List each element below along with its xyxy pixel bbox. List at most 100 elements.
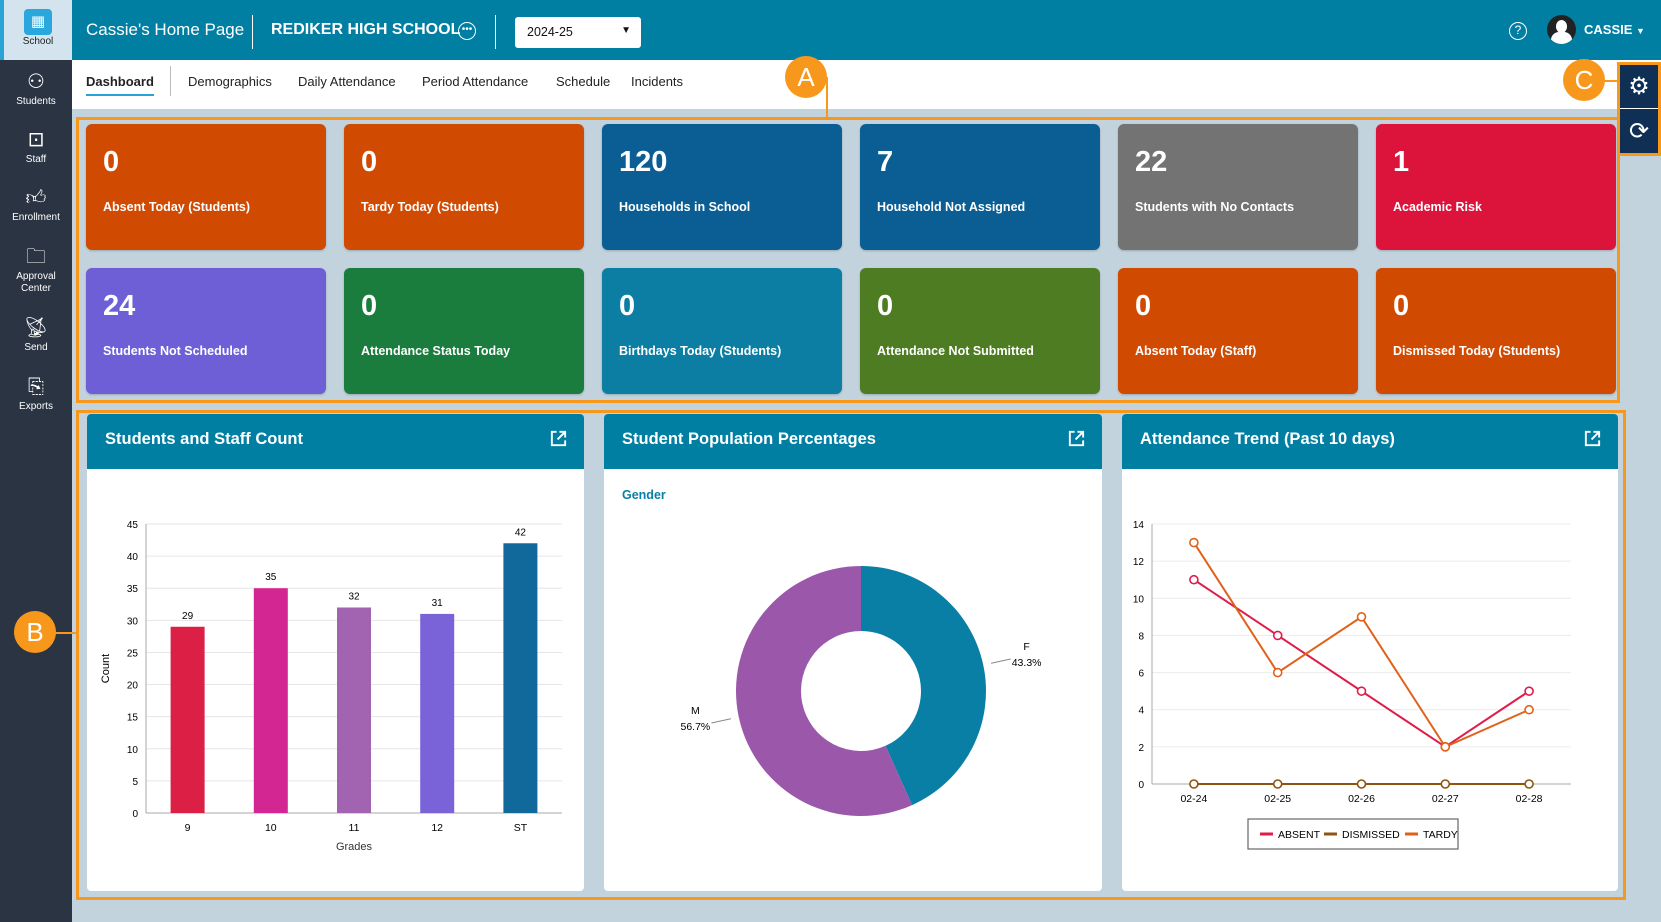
stat-tile[interactable]: 0 Attendance Not Submitted <box>860 268 1100 394</box>
export-icon: ⎘ <box>28 376 44 398</box>
tile-label: Students with No Contacts <box>1135 200 1295 214</box>
y-tick-label: 25 <box>127 648 139 659</box>
year-select[interactable]: 2024-25 ▼ <box>515 17 641 48</box>
data-point <box>1524 686 1534 696</box>
caret-down-icon: ▼ <box>1636 26 1645 36</box>
tab-bar: Dashboard Demographics Daily Attendance … <box>72 60 1661 109</box>
settings-gear-icon[interactable]: ⚙ <box>1620 65 1658 109</box>
tile-value: 7 <box>877 146 894 178</box>
y-tick-label: 45 <box>127 520 139 531</box>
page-title: Cassie's Home Page <box>86 20 245 39</box>
x-tick-label: 12 <box>431 822 443 834</box>
y-axis-label: Count <box>100 654 112 683</box>
tile-label: Birthdays Today (Students) <box>619 344 782 358</box>
pie-slice <box>861 566 987 806</box>
chart-subtitle[interactable]: Gender <box>622 488 666 502</box>
stat-tile[interactable]: 24 Students Not Scheduled <box>86 268 326 394</box>
leader-line <box>990 658 1011 664</box>
x-tick-label: 10 <box>265 822 277 834</box>
panel-title: Attendance Trend (Past 10 days) <box>1140 430 1395 448</box>
data-point <box>1189 574 1199 585</box>
sidebar-item-exports[interactable]: ⎘ Exports <box>0 375 72 413</box>
stat-tile[interactable]: 120 Households in School <box>602 124 842 250</box>
x-tick-label: ST <box>514 822 528 834</box>
legend-label: TARDY <box>1423 829 1458 841</box>
data-point <box>1440 742 1451 752</box>
staff-icon: ⊡ <box>27 129 45 151</box>
y-tick-label: 0 <box>132 809 138 820</box>
user-name: CASSIE <box>1584 22 1633 37</box>
y-tick-label: 6 <box>1138 669 1144 680</box>
avatar[interactable] <box>1547 15 1576 44</box>
slice-percent: 56.7% <box>680 721 710 733</box>
y-tick-label: 30 <box>127 616 139 627</box>
stat-tile[interactable]: 1 Academic Risk <box>1376 124 1616 250</box>
tile-value: 0 <box>1135 290 1152 322</box>
external-link-icon[interactable] <box>1583 429 1602 448</box>
data-label: 32 <box>348 591 360 602</box>
help-icon[interactable]: ? <box>1509 22 1527 40</box>
sidebar-item-staff[interactable]: ⊡ Staff <box>0 128 72 166</box>
y-tick-label: 15 <box>127 713 139 724</box>
tile-value: 1 <box>1393 146 1410 178</box>
stat-tile[interactable]: 7 Household Not Assigned <box>860 124 1100 250</box>
tile-label: Students Not Scheduled <box>103 344 248 358</box>
y-tick-label: 10 <box>1133 594 1145 605</box>
sidebar-item-label: Enrollment <box>12 212 60 223</box>
stat-tile[interactable]: 0 Dismissed Today (Students) <box>1376 268 1616 394</box>
bar <box>420 613 455 813</box>
sidebar-item-send[interactable]: 📡︎ Send <box>0 316 72 354</box>
refresh-icon[interactable]: ⟳ <box>1628 118 1650 145</box>
stat-tile[interactable]: 0 Attendance Status Today <box>344 268 584 394</box>
tab-incidents[interactable]: Incidents <box>631 74 684 89</box>
folder-icon: 🗀 <box>26 246 46 268</box>
data-point <box>1272 630 1283 641</box>
y-tick-label: 8 <box>1138 631 1144 642</box>
panel-population: Student Population Percentages Gender F 4… <box>604 414 1102 891</box>
sidebar-item-approval-center[interactable]: 🗀 Approval Center <box>0 245 72 295</box>
y-tick-label: 5 <box>132 777 138 788</box>
sidebar-item-school[interactable]: ▦ School <box>0 0 72 60</box>
tile-value: 0 <box>1393 290 1410 322</box>
y-tick-label: 40 <box>127 552 139 563</box>
user-menu[interactable]: CASSIE ▼ <box>1584 22 1645 37</box>
stat-tile[interactable]: 0 Absent Today (Students) <box>86 124 326 250</box>
bar <box>253 588 288 813</box>
students-icon: ⚇ <box>27 71 45 93</box>
sidebar-item-enrollment[interactable]: 👍︎ Enrollment <box>0 186 72 224</box>
sidebar-item-students[interactable]: ⚇ Students <box>0 70 72 108</box>
tab-demographics[interactable]: Demographics <box>188 74 272 89</box>
tile-label: Absent Today (Staff) <box>1135 344 1257 358</box>
sidebar-item-label: Send <box>24 342 48 353</box>
donut-chart: F 43.3% M 56.7% <box>680 566 1042 816</box>
tab-dashboard[interactable]: Dashboard <box>86 74 154 96</box>
tab-period-attendance[interactable]: Period Attendance <box>422 74 529 89</box>
data-label: 42 <box>515 527 527 538</box>
top-header: Cassie's Home Page REDIKER HIGH SCHOOL •… <box>72 0 1661 60</box>
stat-tile[interactable]: 0 Absent Today (Staff) <box>1118 268 1358 394</box>
external-link-icon[interactable] <box>1067 429 1086 448</box>
tile-value: 0 <box>877 290 894 322</box>
sidebar-item-label: Staff <box>25 154 47 165</box>
tile-label: Academic Risk <box>1393 200 1482 214</box>
tab-schedule[interactable]: Schedule <box>556 74 611 89</box>
x-tick-label: 02-26 <box>1348 793 1375 805</box>
x-tick-label: 02-27 <box>1432 793 1459 805</box>
annotation-badge-c: C <box>1563 59 1605 101</box>
tab-daily-attendance[interactable]: Daily Attendance <box>298 74 396 89</box>
stat-tile[interactable]: 0 Tardy Today (Students) <box>344 124 584 250</box>
tile-label: Attendance Not Submitted <box>877 344 1034 358</box>
stat-tile[interactable]: 22 Students with No Contacts <box>1118 124 1358 250</box>
school-name: REDIKER HIGH SCHOOL <box>271 21 461 38</box>
panel-title: Students and Staff Count <box>105 430 303 448</box>
annotation-box-b <box>76 410 1626 900</box>
school-options-icon[interactable]: ••• <box>458 22 476 40</box>
thumbs-up-icon: 👍︎ <box>25 187 47 209</box>
tile-value: 120 <box>619 146 668 178</box>
stat-tile[interactable]: 0 Birthdays Today (Students) <box>602 268 842 394</box>
school-icon: ▦ <box>24 9 52 35</box>
external-link-icon[interactable] <box>549 429 568 448</box>
data-label: 35 <box>265 572 277 583</box>
legend-label: ABSENT <box>1278 829 1321 841</box>
side-tools: ⚙ ⟳ <box>1617 62 1661 156</box>
